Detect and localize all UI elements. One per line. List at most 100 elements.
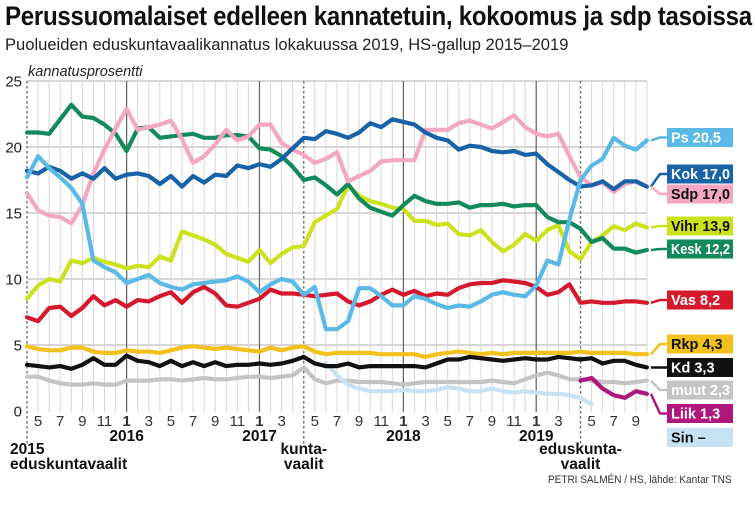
series-label-kesk: Kesk 12,2	[650, 239, 733, 259]
series-line-kesk	[24, 102, 650, 255]
x-tick-label: 5	[587, 413, 595, 430]
series-label-vas: Vas 8,2	[650, 290, 733, 310]
label-text: Kd 3,3	[671, 361, 715, 377]
x-tick-label: 3	[277, 413, 285, 430]
series-label-rkp: Rkp 4,3	[649, 334, 733, 356]
series-line-kok	[24, 117, 650, 192]
label-connector	[649, 393, 668, 415]
label-connector	[649, 172, 668, 188]
x-tick-label: 3	[421, 413, 429, 430]
x-tick-label: 7	[333, 413, 341, 430]
election-annotation-label: eduskuntavaalit	[10, 456, 127, 473]
label-text: Kok 17,0	[671, 167, 730, 183]
election-annotation-label: vaalit	[284, 456, 324, 473]
x-tick-label: 1	[532, 413, 540, 430]
y-tick-label: 25	[5, 74, 22, 91]
series-label-muut: muut 2,3	[650, 379, 733, 400]
y-axis: 0 5 10 15 20 25 kannatusprosentti	[5, 64, 143, 421]
election-annotation-label: kunta-	[281, 441, 328, 458]
chart-subtitle: Puolueiden eduskuntavaalikannatus lokaku…	[5, 35, 569, 54]
label-box	[667, 128, 733, 147]
series-line-sdp	[24, 106, 650, 226]
series-label-kok: Kok 17,0	[649, 164, 733, 188]
x-tick-label: 5	[34, 413, 42, 430]
label-connector	[650, 185, 668, 196]
y-tick-label: 20	[5, 140, 22, 157]
label-connector	[650, 224, 668, 229]
x-tick-label: 7	[466, 413, 474, 430]
x-tick-label: 9	[78, 413, 86, 430]
series-line-ps	[24, 135, 650, 332]
year-label: 2016	[109, 428, 144, 445]
series-line-sin	[323, 361, 594, 407]
x-tick-label: 7	[610, 413, 618, 430]
label-connector	[650, 247, 668, 252]
label-connector	[650, 379, 668, 392]
label-box	[667, 380, 733, 400]
series-label-vihr: Vihr 13,9	[650, 216, 733, 236]
y-tick-label: 5	[14, 338, 22, 355]
x-tick-label: 3	[145, 413, 153, 430]
year-label: 2018	[386, 428, 421, 445]
label-box	[667, 164, 733, 184]
label-text: Kesk 12,2	[671, 242, 730, 258]
x-tick-label: 3	[554, 413, 562, 430]
election-annotation-label: 2015	[10, 441, 45, 458]
x-tick-label: 1	[255, 413, 263, 430]
label-text: Liik 1,3	[671, 407, 720, 423]
source-credit: PETRI SALMÉN / HS, lähde: Kantar TNS	[548, 474, 732, 486]
label-box	[667, 358, 733, 377]
x-tick-label: 5	[311, 413, 319, 430]
label-box	[667, 334, 733, 354]
x-tick-label: 11	[506, 413, 522, 430]
x-tick-label: 5	[167, 413, 175, 430]
series-line-kd	[24, 353, 650, 371]
label-text: muut 2,3	[671, 383, 730, 399]
label-box	[667, 404, 733, 423]
chart-title: Perussuomalaiset edelleen kannatetuin, k…	[5, 1, 752, 31]
x-tick-label: 1	[122, 413, 130, 430]
x-tick-label: 9	[488, 413, 496, 430]
series-line-vihr	[24, 183, 650, 301]
series-line-muut	[24, 365, 650, 387]
label-box	[667, 290, 733, 310]
series-line-liik	[578, 375, 650, 400]
series-label-ps: Ps 20,5	[650, 128, 733, 147]
label-connector	[650, 136, 668, 142]
y-tick-label: 15	[5, 206, 22, 223]
series-labels: Ps 20,5 Kok 17,0 Sdp 17,0 Vihr 13,9 Kesk 12,…	[649, 128, 733, 447]
series-line-rkp	[24, 344, 650, 359]
x-tick-label: 9	[211, 413, 219, 430]
label-text: Rkp 4,3	[671, 337, 723, 353]
y-axis-label: kannatusprosentti	[28, 64, 143, 80]
election-annotation-label: eduskunta-	[539, 441, 622, 458]
series-label-sin: Sin –	[667, 428, 733, 447]
label-connector	[650, 298, 668, 304]
label-text: Sin –	[671, 431, 706, 447]
label-text: Vas 8,2	[671, 293, 720, 309]
label-connector	[649, 342, 668, 356]
series-label-sdp: Sdp 17,0	[650, 184, 733, 204]
y-tick-label: 0	[14, 404, 22, 421]
label-box	[667, 216, 733, 236]
series-label-liik: Liik 1,3	[649, 393, 733, 423]
x-tick-label: 1	[399, 413, 407, 430]
series-line-vas	[24, 278, 650, 324]
x-tick-label: 9	[355, 413, 363, 430]
label-text: Vihr 13,9	[671, 219, 730, 235]
label-box	[667, 239, 733, 259]
year-label: 2017	[242, 428, 276, 445]
x-tick-label: 11	[373, 413, 389, 430]
x-tick-label: 7	[56, 413, 64, 430]
x-tick-label: 11	[97, 413, 113, 430]
x-tick-label: 9	[632, 413, 640, 430]
y-tick-label: 10	[5, 272, 22, 289]
year-label: 2019	[519, 428, 554, 445]
series-lines	[24, 102, 650, 407]
series-label-kd: Kd 3,3	[650, 358, 733, 377]
label-box	[667, 428, 733, 447]
